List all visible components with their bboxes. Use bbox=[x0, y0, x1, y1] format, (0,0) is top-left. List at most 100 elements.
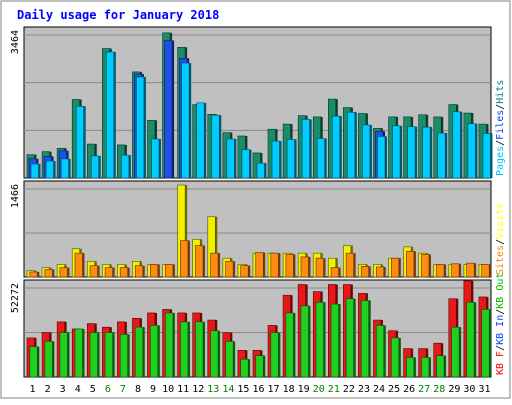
x-tick-label: 24 bbox=[373, 384, 385, 395]
x-tick-label: 19 bbox=[298, 384, 310, 395]
bar bbox=[90, 155, 100, 179]
bar bbox=[285, 254, 294, 278]
bar bbox=[330, 303, 339, 378]
bar bbox=[422, 126, 431, 179]
bar-shadow bbox=[489, 309, 492, 377]
bar-shadow bbox=[218, 330, 221, 377]
bar-shadow bbox=[444, 355, 447, 377]
bar bbox=[180, 240, 189, 278]
bar-shadow bbox=[53, 161, 56, 178]
bar bbox=[391, 257, 400, 278]
bar-shadow bbox=[415, 126, 418, 178]
bar-shadow bbox=[112, 267, 115, 277]
bar bbox=[421, 357, 430, 378]
bar-shadow bbox=[398, 258, 401, 277]
bar bbox=[421, 254, 430, 278]
bar bbox=[315, 301, 324, 378]
panels: 3464Pages/Files/Hits1466Sites/Visits5227… bbox=[10, 26, 506, 378]
bar bbox=[241, 149, 250, 179]
x-tick-label: 8 bbox=[135, 384, 141, 395]
y-max-label: 1466 bbox=[10, 184, 21, 208]
bar-shadow bbox=[369, 124, 372, 178]
x-tick-label: 18 bbox=[283, 384, 295, 395]
bar bbox=[375, 325, 385, 378]
bar bbox=[362, 124, 371, 179]
bar-shadow bbox=[413, 357, 416, 377]
bar-shadow bbox=[278, 332, 281, 377]
bar-shadow bbox=[474, 302, 477, 377]
bar-shadow bbox=[263, 252, 266, 277]
bar-shadow bbox=[474, 263, 477, 277]
bar bbox=[134, 326, 144, 378]
bar-shadow bbox=[368, 300, 371, 377]
bar bbox=[286, 139, 295, 179]
bar-shadow bbox=[293, 254, 296, 277]
bar bbox=[136, 76, 145, 179]
bar-shadow bbox=[157, 264, 160, 277]
bar-shadow bbox=[383, 325, 386, 377]
bar bbox=[181, 62, 190, 179]
bar-shadow bbox=[368, 266, 371, 277]
bar bbox=[436, 264, 445, 278]
bar-shadow bbox=[264, 163, 267, 178]
bar-shadow bbox=[203, 321, 206, 377]
x-tick-label: 2 bbox=[45, 384, 51, 395]
bar-shadow bbox=[37, 271, 40, 277]
bar bbox=[451, 326, 460, 378]
bar bbox=[225, 261, 234, 278]
x-tick-label: 7 bbox=[120, 384, 126, 395]
bar bbox=[270, 252, 279, 278]
legend: Pages/Files/Hits bbox=[495, 80, 506, 176]
y-max-label: 52272 bbox=[10, 283, 21, 313]
bar bbox=[437, 132, 446, 179]
legend: KB F/KB In/KB Out bbox=[495, 273, 506, 375]
legend: Sites/Visits bbox=[495, 203, 506, 275]
bar-shadow bbox=[413, 251, 416, 277]
bar bbox=[315, 257, 324, 278]
bar bbox=[45, 160, 54, 179]
bar-shadow bbox=[98, 155, 101, 178]
bar-shadow bbox=[97, 332, 100, 377]
legend-entry: Files bbox=[495, 110, 506, 140]
bar-shadow bbox=[172, 312, 175, 377]
bar-shadow bbox=[67, 267, 70, 277]
bar-shadow bbox=[444, 264, 447, 277]
bar bbox=[150, 325, 159, 378]
bar-shadow bbox=[233, 341, 236, 377]
legend-entry: / bbox=[495, 140, 506, 146]
bar bbox=[345, 252, 354, 278]
bar bbox=[60, 158, 69, 179]
bar bbox=[195, 245, 204, 278]
bar bbox=[240, 358, 249, 378]
bar bbox=[407, 126, 416, 179]
bar-shadow bbox=[142, 265, 145, 277]
x-tick-label: 10 bbox=[162, 384, 174, 395]
bar-shadow bbox=[309, 119, 312, 178]
bar-shadow bbox=[430, 127, 433, 178]
bar-shadow bbox=[428, 254, 431, 277]
x-tick-label: 22 bbox=[343, 384, 355, 395]
bar bbox=[466, 262, 475, 278]
legend-entry: Sites bbox=[495, 245, 506, 275]
panel-3: 52272 KB F/KB In/KB Out bbox=[10, 273, 506, 378]
series-pages bbox=[30, 51, 493, 179]
bar-shadow bbox=[459, 327, 462, 377]
bar bbox=[134, 265, 144, 278]
x-tick-label: 15 bbox=[237, 384, 249, 395]
bar bbox=[75, 105, 84, 179]
bar bbox=[345, 298, 354, 378]
legend-entry: Visits bbox=[495, 203, 506, 239]
bar bbox=[271, 140, 280, 179]
bar-shadow bbox=[159, 138, 162, 178]
bar-shadow bbox=[187, 240, 190, 277]
bar bbox=[74, 252, 83, 278]
bar-shadow bbox=[445, 133, 448, 178]
bar bbox=[121, 154, 130, 179]
bar-shadow bbox=[353, 298, 356, 377]
bar-shadow bbox=[112, 332, 115, 377]
bar bbox=[436, 355, 445, 378]
bar bbox=[482, 133, 491, 179]
